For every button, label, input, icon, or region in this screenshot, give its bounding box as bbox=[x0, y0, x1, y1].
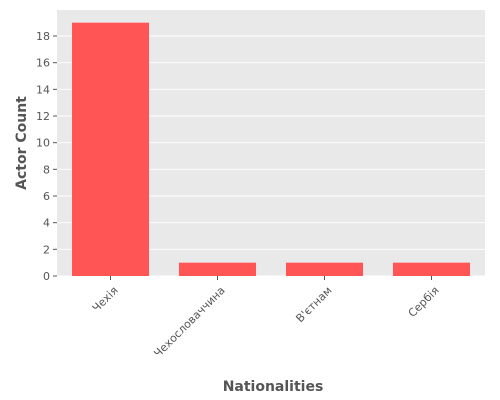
y-tick-label: 14 bbox=[36, 83, 50, 96]
x-tick-label: Сербія bbox=[406, 284, 442, 320]
x-axis-label: Nationalities bbox=[223, 379, 324, 395]
y-tick-label: 0 bbox=[43, 270, 50, 283]
y-tick-label: 4 bbox=[43, 217, 50, 230]
y-tick-labels: 0 2 4 6 8 10 12 14 16 18 bbox=[36, 30, 57, 283]
y-tick-label: 6 bbox=[43, 190, 50, 203]
x-tick-label: Чехословаччина bbox=[151, 284, 227, 360]
bar bbox=[285, 262, 364, 276]
y-tick-label: 18 bbox=[36, 30, 50, 43]
y-tick-label: 12 bbox=[36, 110, 50, 123]
y-tick-label: 10 bbox=[36, 137, 50, 150]
x-tick-label: Чехія bbox=[90, 284, 121, 315]
bars bbox=[71, 22, 471, 276]
y-tick-label: 8 bbox=[43, 163, 50, 176]
y-axis-label: Actor Count bbox=[14, 96, 30, 190]
y-tick-label: 2 bbox=[43, 243, 50, 256]
x-tick-label: В'єтнам bbox=[293, 284, 334, 325]
bar bbox=[392, 262, 471, 276]
bar bbox=[178, 262, 257, 276]
y-tick-label: 16 bbox=[36, 57, 50, 70]
x-tick-labels: Чехія Чехословаччина В'єтнам Сербія bbox=[90, 276, 442, 360]
bar bbox=[71, 22, 150, 276]
